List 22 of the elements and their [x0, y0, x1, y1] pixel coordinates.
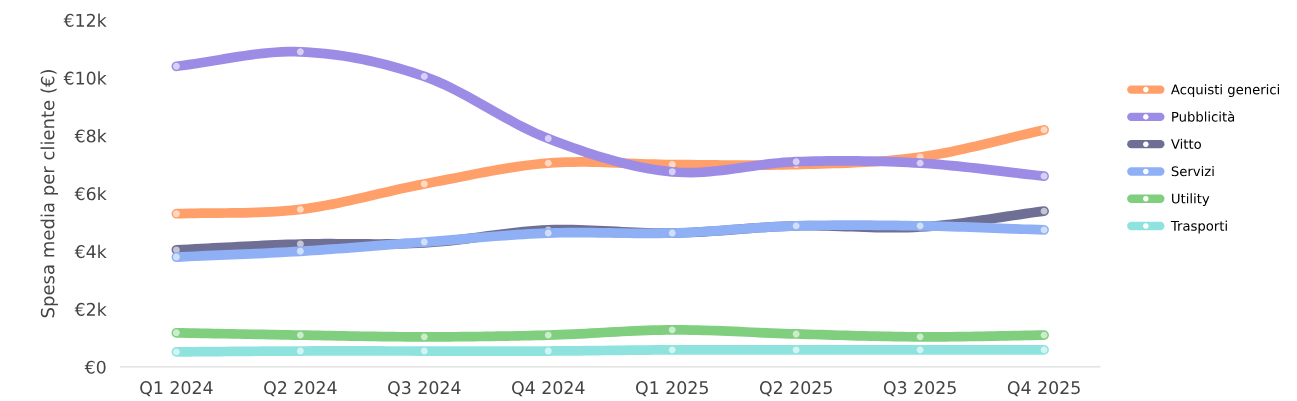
y-tick-label: €2k — [74, 302, 107, 316]
x-tick-label: Q4 2024 — [512, 381, 585, 397]
y-tick-label: €4k — [74, 244, 107, 259]
x-tick-label: Q2 2025 — [759, 381, 832, 397]
legend-label: Trasporti — [1170, 220, 1227, 234]
legend-label: Vitto — [1171, 138, 1201, 149]
legend-label: Pubblicità — [1172, 110, 1235, 122]
y-tick-label: €10k — [63, 71, 107, 85]
x-tick-label: Q1 2024 — [140, 381, 213, 397]
y-tick-label: €6k — [74, 186, 107, 201]
x-tick-label: Q4 2025 — [1007, 381, 1080, 397]
y-axis-title: Spesa media per cliente (€) — [40, 70, 58, 318]
x-tick-label: Q2 2024 — [264, 381, 337, 397]
y-tick-label: €12k — [63, 13, 107, 27]
x-tick-label: Q3 2025 — [883, 381, 956, 397]
x-tick-label: Q1 2025 — [635, 381, 708, 397]
x-tick-label: Q3 2024 — [388, 381, 461, 397]
y-tick-label: €0 — [84, 360, 106, 374]
y-tick-label: €8k — [74, 129, 107, 143]
legend-label: Servizi — [1171, 166, 1214, 177]
legend-label: Acquisti generici — [1171, 84, 1280, 97]
legend-label: Utility — [1172, 193, 1210, 207]
